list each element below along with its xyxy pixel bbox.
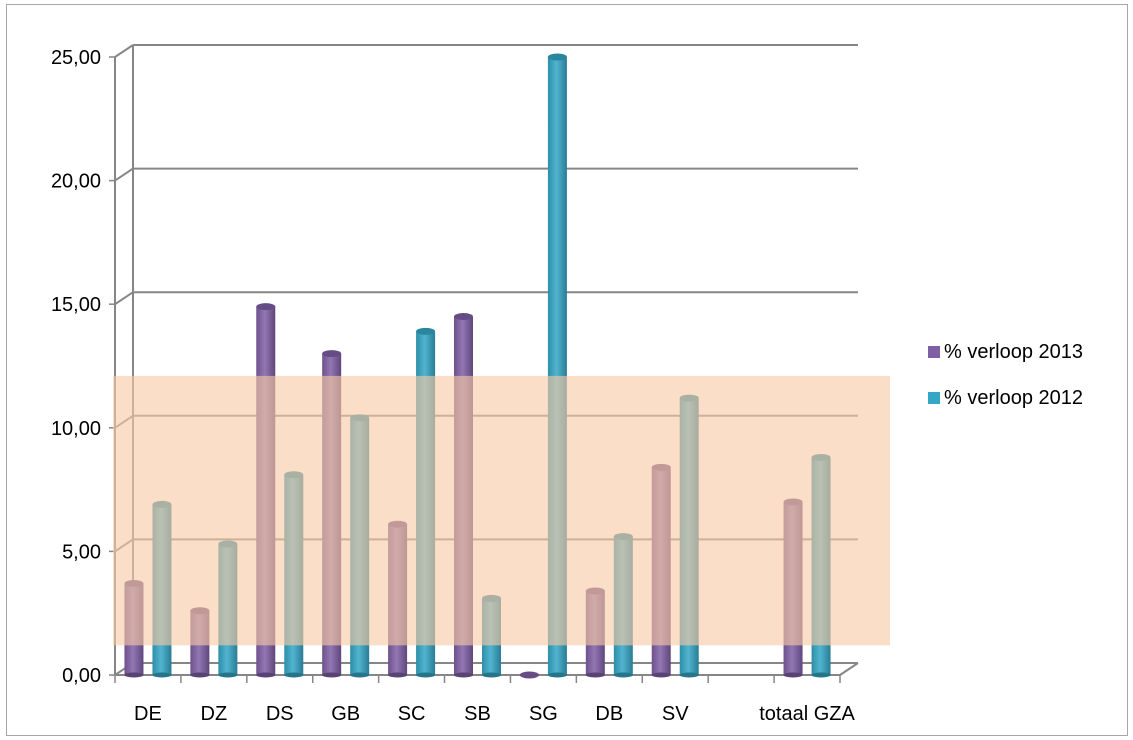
y-tick-label: 0,00 xyxy=(62,665,101,687)
x-tick-label: DE xyxy=(134,703,162,725)
bar-base xyxy=(152,672,172,678)
bar-base xyxy=(350,672,370,678)
legend-label: % verloop 2013 xyxy=(944,341,1083,363)
legend-item: % verloop 2012 xyxy=(928,387,1083,409)
bar-cap xyxy=(416,327,436,335)
bar-base xyxy=(218,672,238,678)
bar-cap xyxy=(256,303,276,311)
bar-base xyxy=(679,672,699,678)
bar-base xyxy=(811,672,831,678)
bar-base xyxy=(124,672,144,678)
bar-base xyxy=(256,672,276,678)
legend-label: % verloop 2012 xyxy=(944,387,1083,409)
label-layer: 0,00 5,00 10,00 15,00 20,00 25,00 DE DZ DS GB SC SB… xyxy=(51,47,856,725)
bar-cap xyxy=(454,313,473,321)
bar-base xyxy=(454,672,473,678)
x-tick-label: SV xyxy=(662,703,689,725)
gridline-depth xyxy=(114,167,134,182)
x-tick-label: totaal GZA xyxy=(759,703,855,725)
bar-base xyxy=(482,672,501,678)
legend-swatch xyxy=(928,346,940,358)
bar-cap xyxy=(322,350,342,358)
y-tick-label: 15,00 xyxy=(51,294,101,316)
bar-base xyxy=(416,672,436,678)
y-tick-label: 25,00 xyxy=(51,47,101,69)
gridline-depth xyxy=(114,44,134,58)
x-tick-label: SC xyxy=(398,703,426,725)
y-tick-label: 10,00 xyxy=(51,418,101,440)
x-tick-label: SB xyxy=(464,703,491,725)
x-axis-depth xyxy=(839,662,859,676)
legend-swatch xyxy=(928,392,940,404)
bar-base xyxy=(613,672,633,678)
bar-base xyxy=(190,672,210,678)
bar-base xyxy=(388,672,408,678)
x-tick-label: DZ xyxy=(201,703,228,725)
bar-base xyxy=(547,672,567,678)
bar xyxy=(519,671,539,679)
x-tick-label: SG xyxy=(529,703,558,725)
legend: % verloop 2013 % verloop 2012 xyxy=(928,341,1083,409)
y-tick-label: 20,00 xyxy=(51,171,101,193)
x-tick-label: DS xyxy=(266,703,294,725)
bar-base xyxy=(651,672,671,678)
band-layer xyxy=(113,375,890,646)
bar-cap xyxy=(547,53,567,61)
legend-item: % verloop 2013 xyxy=(928,341,1083,363)
x-tick-label: GB xyxy=(331,703,360,725)
bar-cap xyxy=(519,671,539,679)
bar-base xyxy=(783,672,803,678)
highlight-band xyxy=(113,375,890,646)
bar-base xyxy=(322,672,342,678)
bar-base xyxy=(585,672,605,678)
bar-base xyxy=(284,672,304,678)
gridline-depth xyxy=(114,291,134,306)
x-tick-label: DB xyxy=(595,703,623,725)
y-tick-label: 5,00 xyxy=(62,541,101,563)
